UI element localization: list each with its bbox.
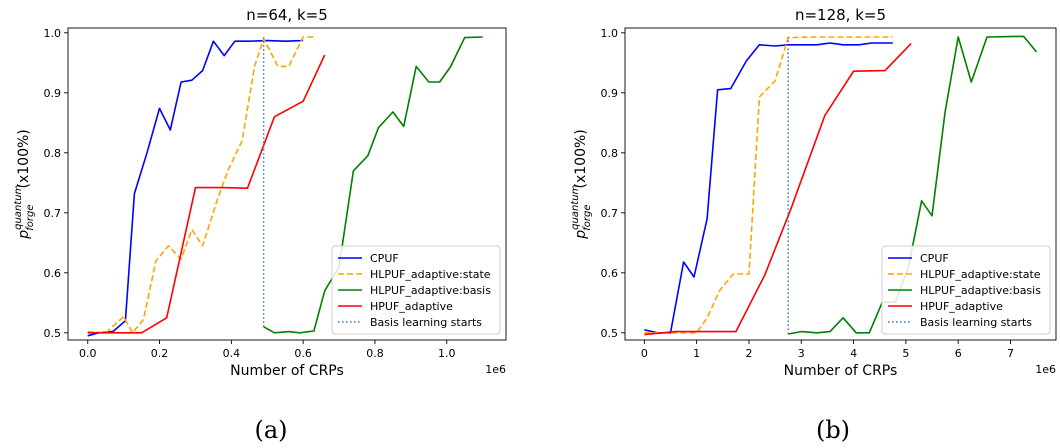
legend-label: HLPUF_adaptive:state xyxy=(920,268,1041,281)
series-line-hpuf-adaptive xyxy=(87,54,326,334)
panel-caption: (a) xyxy=(254,416,287,444)
legend-label: CPUF xyxy=(920,252,949,265)
y-tick-label: 0.9 xyxy=(44,87,62,100)
x-tick-label: 0.0 xyxy=(79,347,97,360)
legend-label: HLPUF_adaptive:basis xyxy=(920,284,1041,297)
x-axis-label: Number of CRPs xyxy=(784,363,898,379)
y-tick-label: 0.7 xyxy=(601,207,619,220)
chart-panel-b: n=128, k=5 0 1 2 3 4 5 6 7 0.5 0.6 0.7 0.8 0.9 1.0 1e6 N… xyxy=(570,6,1057,444)
legend: CPUF HLPUF_adaptive:state HLPUF_adaptive:b… xyxy=(881,245,1051,335)
x-tick-label: 6 xyxy=(955,347,962,360)
y-tick-label: 1.0 xyxy=(44,27,62,40)
y-tick-label: 0.9 xyxy=(601,87,619,100)
chart-title: n=64, k=5 xyxy=(246,6,328,24)
y-label-sub: forge xyxy=(25,204,36,230)
y-label-main: p xyxy=(573,230,589,240)
x-tick-label: 5 xyxy=(902,347,909,360)
legend-label: Basis learning starts xyxy=(920,316,1032,329)
y-tick-label: 0.8 xyxy=(601,147,619,160)
y-tick-label: 0.7 xyxy=(44,207,62,220)
data-layer xyxy=(87,36,483,337)
legend-label: HLPUF_adaptive:basis xyxy=(370,284,491,297)
series-line-cpuf xyxy=(644,42,893,334)
y-label-sub: forge xyxy=(582,204,593,230)
x-tick-label: 0.2 xyxy=(151,347,169,360)
y-label-suffix: (x100%) xyxy=(573,129,589,188)
y-label-main: p xyxy=(16,230,32,240)
panel-caption: (b) xyxy=(816,416,850,444)
legend-label: HPUF_adaptive xyxy=(370,300,453,313)
x-tick-label: 4 xyxy=(850,347,857,360)
plot-frame xyxy=(624,27,1057,341)
x-axis-label: Number of CRPs xyxy=(230,363,344,379)
series-line-hlpuf-adaptive-state xyxy=(644,36,893,334)
legend-label: HPUF_adaptive xyxy=(920,300,1003,313)
x-tick-label: 0.8 xyxy=(366,347,384,360)
y-tick-label: 0.5 xyxy=(601,327,619,340)
y-tick-label: 1.0 xyxy=(601,27,619,40)
legend-label: HLPUF_adaptive:state xyxy=(370,268,491,281)
legend: CPUF HLPUF_adaptive:state HLPUF_adaptive:b… xyxy=(331,245,501,335)
y-axis-label: pquantumforge (x100%) xyxy=(570,129,593,240)
x-tick-label: 1 xyxy=(693,347,700,360)
y-axis-label: pquantumforge (x100%) xyxy=(13,129,36,240)
series-line-hlpuf-adaptive-state xyxy=(87,36,314,334)
series-line-hpuf-adaptive xyxy=(644,43,912,336)
legend-label: CPUF xyxy=(370,252,399,265)
legend-box xyxy=(881,245,1051,335)
x-offset-label: 1e6 xyxy=(485,363,506,376)
legend-label: Basis learning starts xyxy=(370,316,482,329)
x-tick-label: 1.0 xyxy=(438,347,456,360)
y-tick-label: 0.8 xyxy=(44,147,62,160)
y-tick-label: 0.5 xyxy=(44,327,62,340)
x-tick-label: 2 xyxy=(745,347,752,360)
x-offset-label: 1e6 xyxy=(1035,363,1056,376)
y-label-sup: quantum xyxy=(570,184,581,229)
x-tick-label: 0.6 xyxy=(294,347,312,360)
x-tick-label: 0 xyxy=(641,347,648,360)
y-tick-label: 0.6 xyxy=(601,267,619,280)
chart-title: n=128, k=5 xyxy=(795,6,886,24)
y-label-suffix: (x100%) xyxy=(16,129,32,188)
plot-frame xyxy=(67,27,507,341)
x-tick-label: 3 xyxy=(798,347,805,360)
y-label-sup: quantum xyxy=(13,184,24,229)
x-tick-label: 7 xyxy=(1007,347,1014,360)
chart-panel-a: n=64, k=5 0.0 0.2 0.4 0.6 0.8 1.0 0.5 0.6 0.7 0.8 0… xyxy=(13,6,507,444)
series-line-cpuf xyxy=(87,39,304,337)
legend-box xyxy=(331,245,501,335)
y-tick-label: 0.6 xyxy=(44,267,62,280)
series-line-hlpuf-adaptive-basis xyxy=(263,36,483,334)
x-tick-label: 0.4 xyxy=(223,347,241,360)
